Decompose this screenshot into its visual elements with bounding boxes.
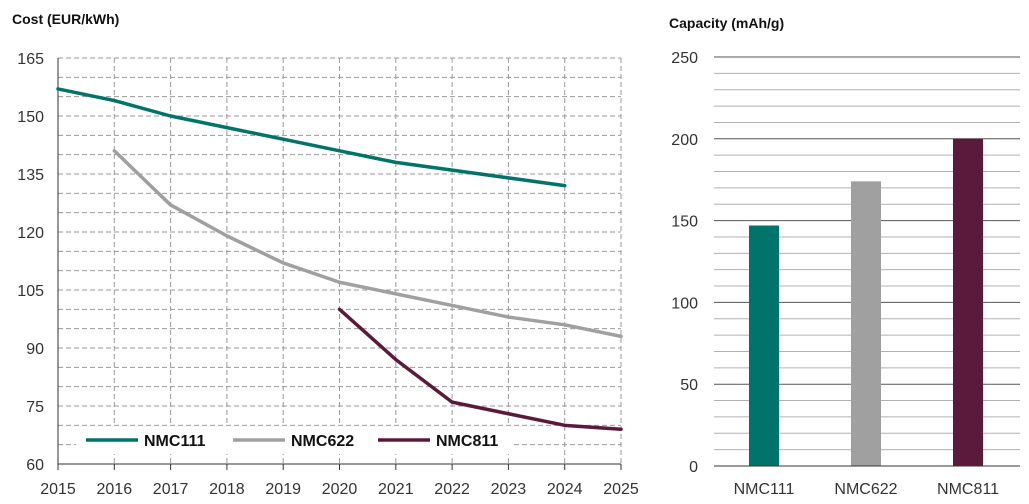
x-tick-label: NMC111	[734, 481, 795, 498]
x-tick-label: 2015	[40, 481, 76, 498]
series-line-nmc622	[112, 149, 623, 339]
y-tick-label: 165	[17, 51, 44, 68]
bar-nmc111	[749, 225, 779, 466]
x-tick-label: 2020	[322, 481, 358, 498]
capacity-y-ticks: 0 50 100 150 200 250	[671, 50, 698, 476]
cost-series	[56, 87, 623, 431]
y-tick-label: 135	[17, 167, 44, 184]
y-tick-label: 100	[671, 295, 698, 312]
cost-legend: NMC111 NMC622 NMC811	[76, 426, 512, 454]
y-tick-label: 250	[671, 50, 698, 67]
cost-x-ticks: 2015 2016 2017 2018 2019 2020 2021 2022 2023 2024…	[40, 464, 639, 498]
cost-axes	[57, 58, 621, 465]
y-tick-label: 0	[689, 459, 698, 476]
legend-label-nmc111: NMC111	[144, 433, 205, 450]
y-tick-label: 50	[680, 377, 698, 394]
y-tick-label: 90	[26, 341, 44, 358]
cost-y-ticks: 60 75 90 105 120 135 150 165	[17, 51, 44, 474]
x-tick-label: 2024	[547, 481, 583, 498]
capacity-x-ticks: NMC111 NMC622 NMC811	[734, 481, 999, 498]
bar-nmc622	[851, 181, 881, 466]
y-tick-label: 200	[671, 132, 698, 149]
y-tick-label: 105	[17, 283, 44, 300]
series-line-nmc811	[337, 307, 623, 431]
x-tick-label: NMC811	[937, 481, 999, 498]
x-tick-label: NMC622	[834, 481, 897, 498]
series-line-nmc111	[56, 87, 567, 188]
cost-line-chart: Cost (EUR/kWh) 60 75 90 105 120 135 150 165 201…	[12, 11, 639, 498]
y-tick-label: 75	[26, 399, 44, 416]
legend-label-nmc622: NMC622	[291, 433, 354, 450]
x-tick-label: 2016	[97, 481, 133, 498]
cost-axis-label: Cost (EUR/kWh)	[12, 11, 119, 27]
y-tick-label: 150	[17, 109, 44, 126]
bar-nmc811	[953, 138, 983, 467]
x-tick-label: 2023	[491, 481, 527, 498]
y-tick-label: 60	[26, 457, 44, 474]
y-tick-label: 120	[17, 225, 44, 242]
x-tick-label: 2017	[153, 481, 189, 498]
x-tick-label: 2019	[265, 481, 301, 498]
x-tick-label: 2021	[378, 481, 414, 498]
legend-background	[76, 426, 512, 454]
x-tick-label: 2022	[434, 481, 470, 498]
capacity-bars	[749, 138, 983, 467]
capacity-axis-label: Capacity (mAh/g)	[669, 15, 784, 31]
cost-grid	[58, 57, 622, 464]
y-tick-label: 150	[671, 214, 698, 231]
legend-label-nmc811: NMC811	[436, 433, 498, 450]
x-tick-label: 2025	[603, 481, 639, 498]
x-tick-label: 2018	[209, 481, 245, 498]
